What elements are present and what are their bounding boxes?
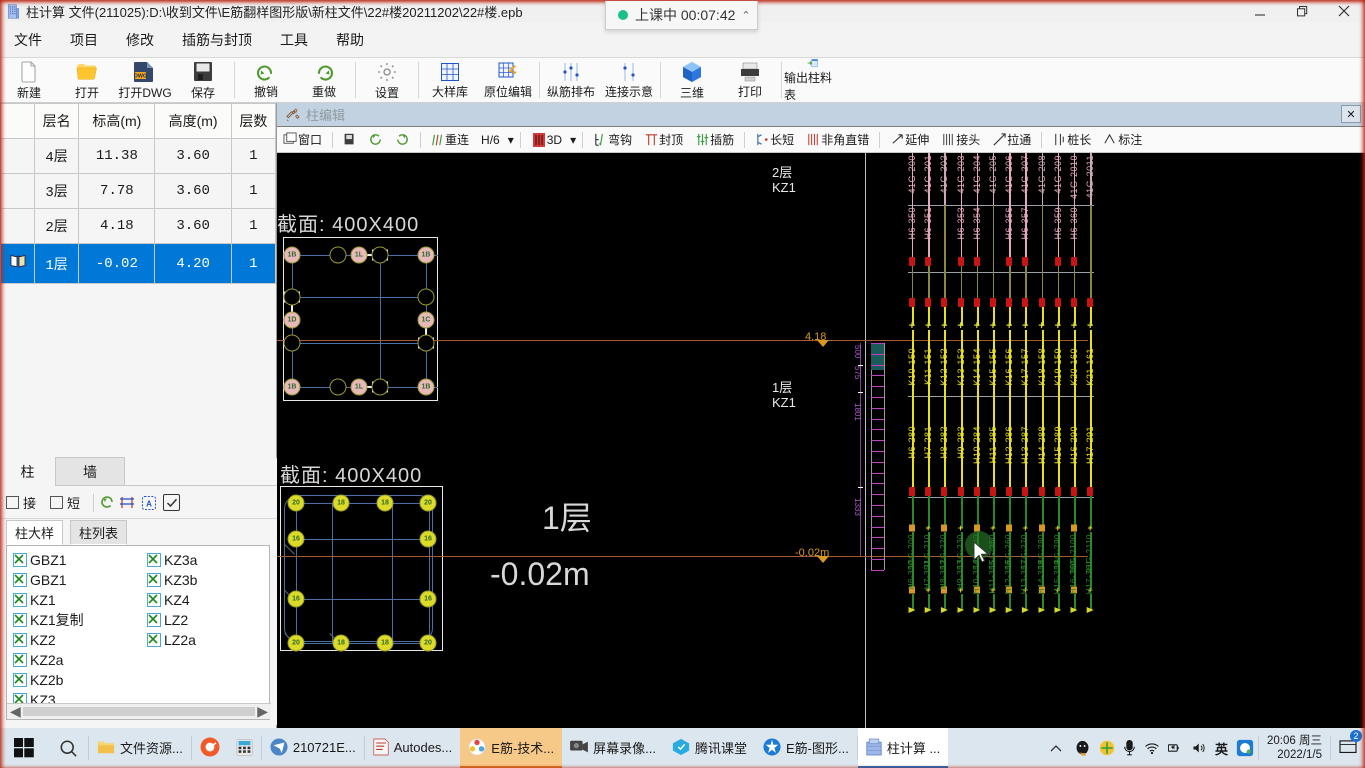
- svg-text:DWG: DWG: [134, 74, 147, 80]
- svg-text:A: A: [146, 499, 152, 508]
